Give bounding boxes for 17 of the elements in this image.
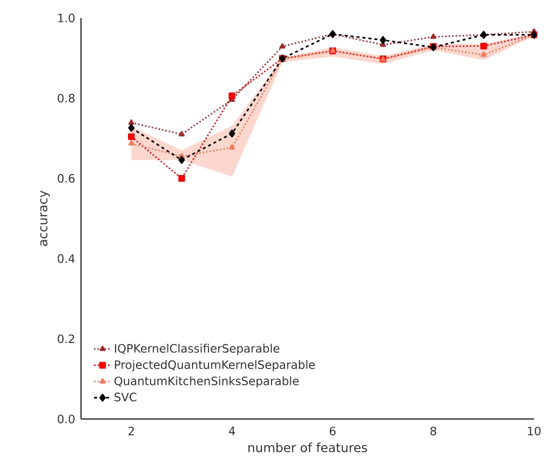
x-tick-label: 2 [128,426,134,436]
x-tick-label: 4 [228,426,236,436]
x-tick-label: 6 [330,426,336,436]
y-axis-title: accuracy [40,190,50,246]
x-tick-label: 10 [528,426,541,436]
y-tick-label: 0.8 [58,94,75,103]
legend-label: SVC [114,392,136,402]
y-tick-label: 0.2 [58,334,74,344]
y-tick-label: 0.0 [58,414,75,424]
x-axis-title: number of features [248,442,368,452]
y-tick-label: 1.0 [58,14,75,22]
legend-label: ProjectedQuantumKernelSeparable [114,360,315,372]
legend-label: IQPKernelClassifierSeparable [114,344,280,355]
legend-label: QuantumKitchenSinksSeparable [114,376,299,388]
y-tick-label: 0.6 [58,174,75,183]
y-tick-label: 0.4 [58,254,75,263]
x-tick-label: 8 [430,426,436,436]
